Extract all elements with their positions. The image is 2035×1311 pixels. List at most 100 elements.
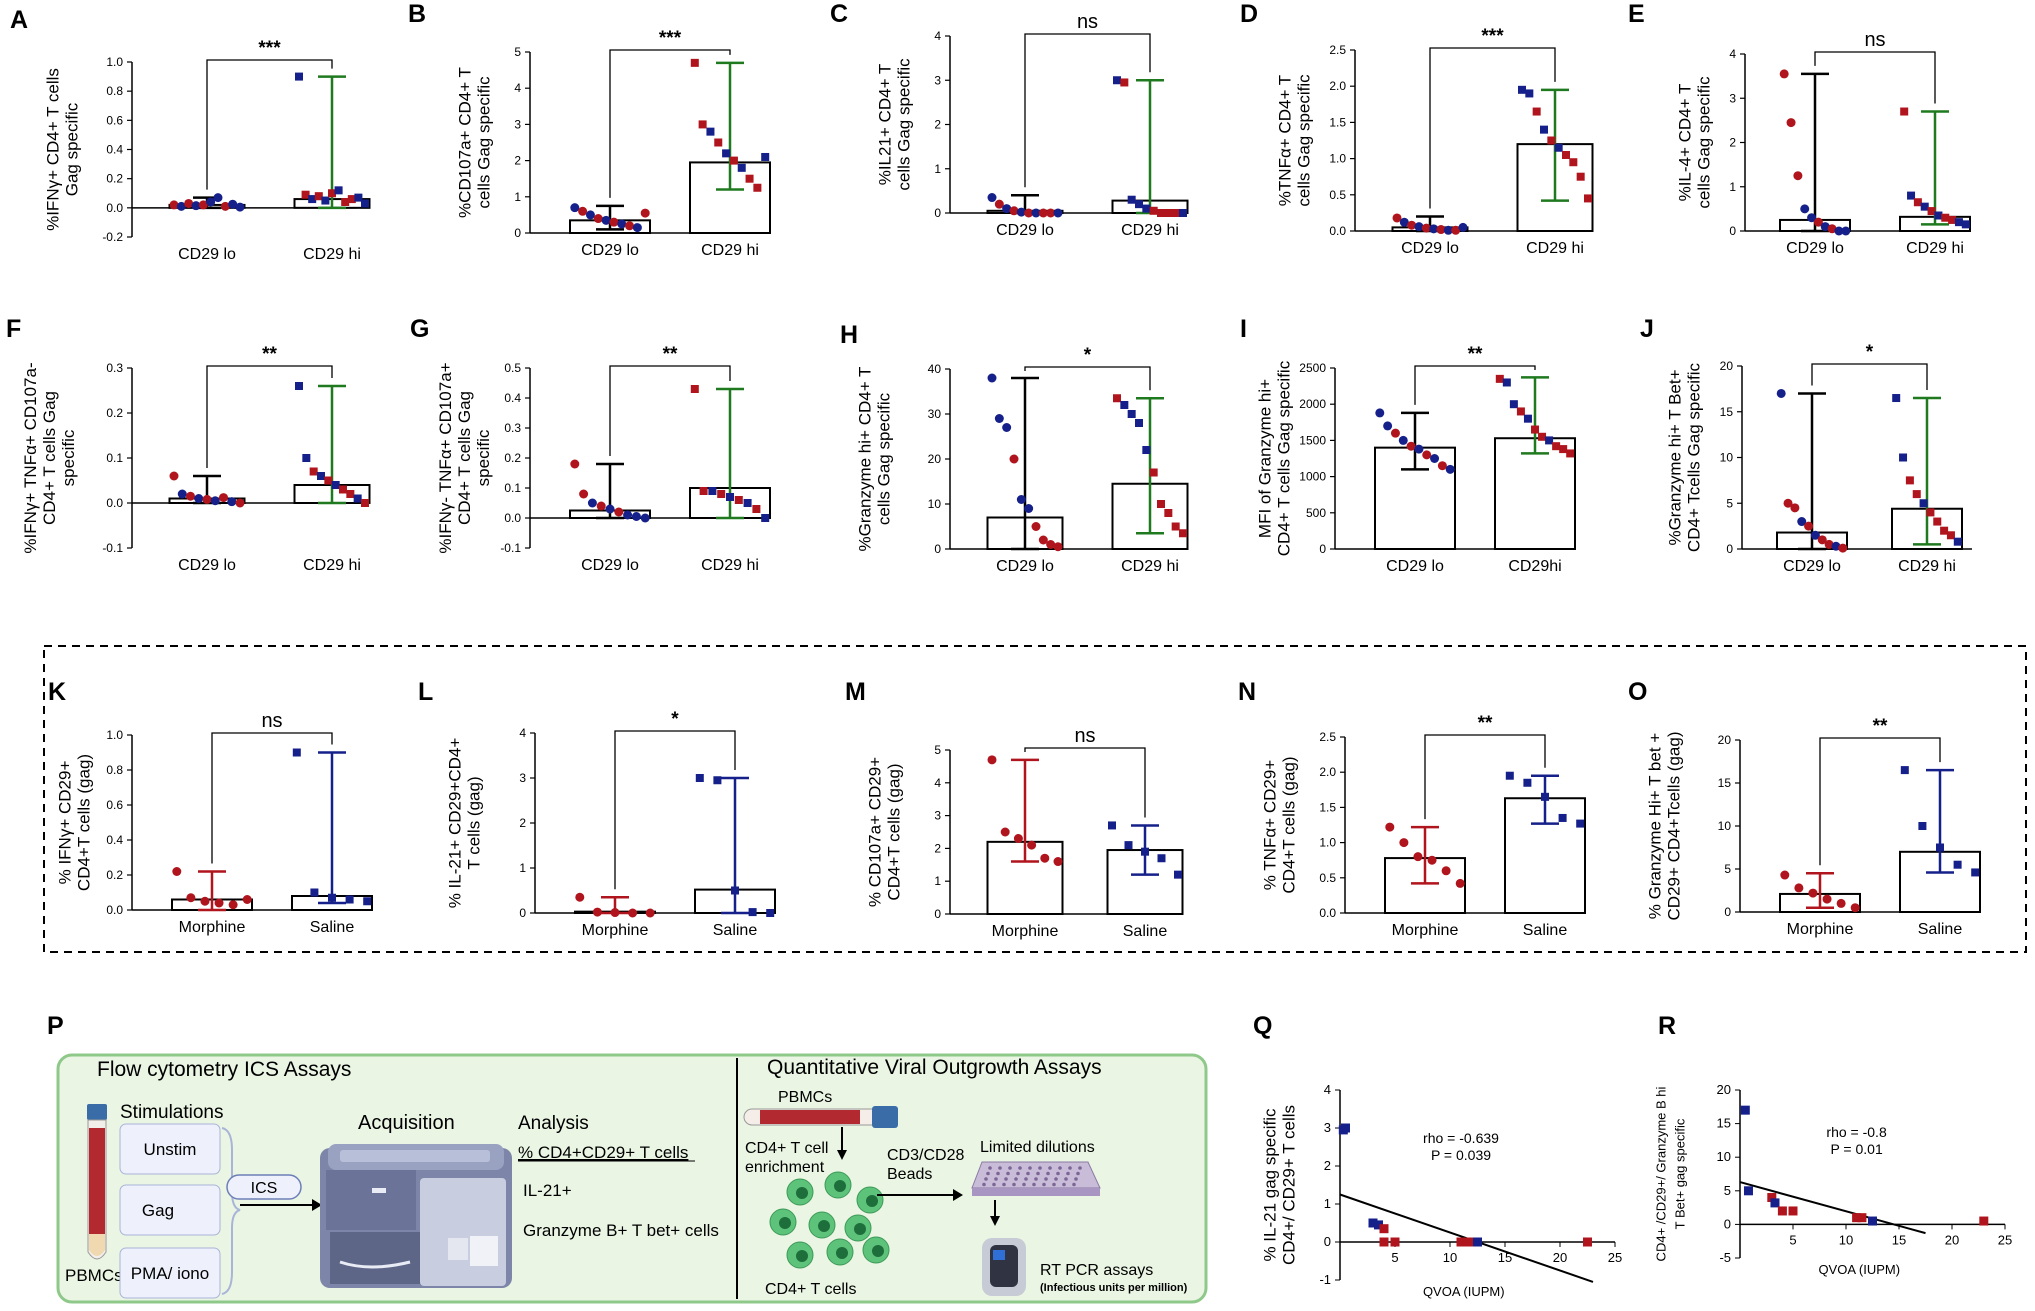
data-point xyxy=(690,385,699,393)
category-label: Saline xyxy=(1523,922,1568,939)
data-point xyxy=(228,900,238,910)
data-point xyxy=(1179,529,1187,538)
y-tick-label: -5 xyxy=(1719,1250,1731,1265)
data-point xyxy=(1413,852,1423,862)
data-point xyxy=(1900,107,1909,116)
data-point xyxy=(610,908,620,918)
data-point xyxy=(994,414,1004,423)
category-label: CD29 hi xyxy=(701,557,759,574)
plate-well xyxy=(1038,1166,1042,1170)
panel-letter-k: K xyxy=(48,678,66,706)
data-point xyxy=(1566,449,1575,458)
data-point xyxy=(628,908,638,918)
data-point xyxy=(314,192,323,201)
data-point xyxy=(1927,207,1936,216)
y-tick-label: 0.5 xyxy=(504,361,521,375)
rt-pcr-machine-icon xyxy=(982,1238,1026,1296)
p-annotation: P = 0.039 xyxy=(1431,1147,1491,1163)
data-point xyxy=(1953,537,1962,546)
y-tick-label: 30 xyxy=(928,407,942,421)
data-point xyxy=(766,909,775,917)
data-point xyxy=(1142,446,1151,454)
category-label: Saline xyxy=(713,922,758,939)
x-tick-label: 20 xyxy=(1945,1232,1959,1247)
y-tick-label: 1.0 xyxy=(106,55,123,69)
data-point xyxy=(734,496,743,504)
data-point xyxy=(177,489,187,499)
data-point xyxy=(1545,436,1554,445)
data-point xyxy=(1414,444,1424,454)
plate-well xyxy=(1032,1182,1036,1187)
significance-bracket xyxy=(206,365,333,468)
y-axis-label: MFI of Granzyme hi+ xyxy=(1256,379,1275,538)
data-point xyxy=(1838,543,1848,553)
chart-l: L % IL-21+ CD29+CD4+ T cells (gag) 0 1 2 3 4 Mor… xyxy=(418,678,776,939)
data-point xyxy=(1946,531,1955,540)
y-tick-label: 0.0 xyxy=(1329,224,1346,238)
y-tick-label: 0.5 xyxy=(1329,188,1346,202)
data-point xyxy=(617,219,627,229)
significance-bracket xyxy=(1811,363,1928,391)
data-point xyxy=(713,776,722,785)
dashed-group-box xyxy=(43,645,2027,953)
y-tick-label: 4 xyxy=(1324,1082,1331,1097)
plate-well xyxy=(1062,1182,1066,1187)
x-axis-label: QVOA (IUPM) xyxy=(1423,1284,1505,1299)
data-point xyxy=(1009,206,1019,216)
pbmc-tube-icon xyxy=(87,1104,107,1260)
data-point xyxy=(1559,445,1568,454)
data-point xyxy=(1429,224,1439,234)
data-point xyxy=(1000,827,1010,837)
data-point xyxy=(1024,208,1034,218)
data-point xyxy=(1583,1237,1592,1247)
y-tick-label: 1 xyxy=(514,190,521,204)
category-label: CD29 lo xyxy=(1401,240,1459,257)
data-point xyxy=(1013,834,1023,844)
data-point xyxy=(1836,898,1846,908)
data-point xyxy=(1790,503,1800,513)
cd4-cell-nucleus xyxy=(872,1245,884,1257)
y-tick-label: 10 xyxy=(1720,451,1734,465)
data-point xyxy=(1414,222,1424,232)
cd4-cell-nucleus xyxy=(796,1250,808,1262)
data-point xyxy=(1120,78,1129,87)
chart-k: K % IFNγ+ CD29+ CD4+T cells (gag) 0.0 0.2 0.4… xyxy=(48,678,373,936)
category-label: CD29 hi xyxy=(1898,558,1956,575)
data-point xyxy=(186,491,195,501)
y-tick-label: 0.2 xyxy=(106,406,123,420)
category-label: CD29 lo xyxy=(178,557,236,574)
significance-bracket xyxy=(1024,33,1151,188)
y-tick-label: 0.8 xyxy=(106,763,123,777)
category-label: CD29 hi xyxy=(701,242,759,259)
plate-well xyxy=(992,1182,996,1187)
plate-well xyxy=(1042,1182,1046,1187)
panel-letter-f: F xyxy=(6,315,21,343)
data-point xyxy=(1940,526,1949,535)
data-point xyxy=(1793,171,1803,181)
data-point xyxy=(645,908,655,918)
panel-letter-m: M xyxy=(845,678,866,706)
y-tick-label: 3 xyxy=(934,73,941,87)
pbmc-label: PBMCs xyxy=(65,1266,123,1285)
flow-cytometry-title: Flow cytometry ICS Assays xyxy=(97,1058,351,1081)
significance-label: * xyxy=(1866,342,1874,363)
data-point xyxy=(575,892,585,902)
data-point xyxy=(1127,410,1136,418)
y-axis-label: % Granzyme Hi+ T bet + xyxy=(1646,733,1665,920)
y-tick-label: 2 xyxy=(934,841,941,855)
y-tick-label: 1 xyxy=(934,874,941,888)
y-axis-label: T cells (gag) xyxy=(465,776,484,869)
data-point xyxy=(334,186,343,195)
data-point xyxy=(1437,461,1447,471)
data-point xyxy=(1374,1220,1383,1230)
x-tick-label: 5 xyxy=(1391,1250,1398,1265)
data-point xyxy=(1933,517,1942,526)
cd4-cell-nucleus xyxy=(796,1187,808,1199)
y-axis-label: %IL-4+ CD4+ T xyxy=(1676,84,1695,202)
rtpcr-label: RT PCR assays xyxy=(1040,1262,1153,1279)
data-point xyxy=(1040,853,1050,863)
cd4-cell-nucleus xyxy=(866,1195,878,1207)
y-axis-label: specific xyxy=(474,429,493,486)
data-point xyxy=(1919,499,1928,508)
